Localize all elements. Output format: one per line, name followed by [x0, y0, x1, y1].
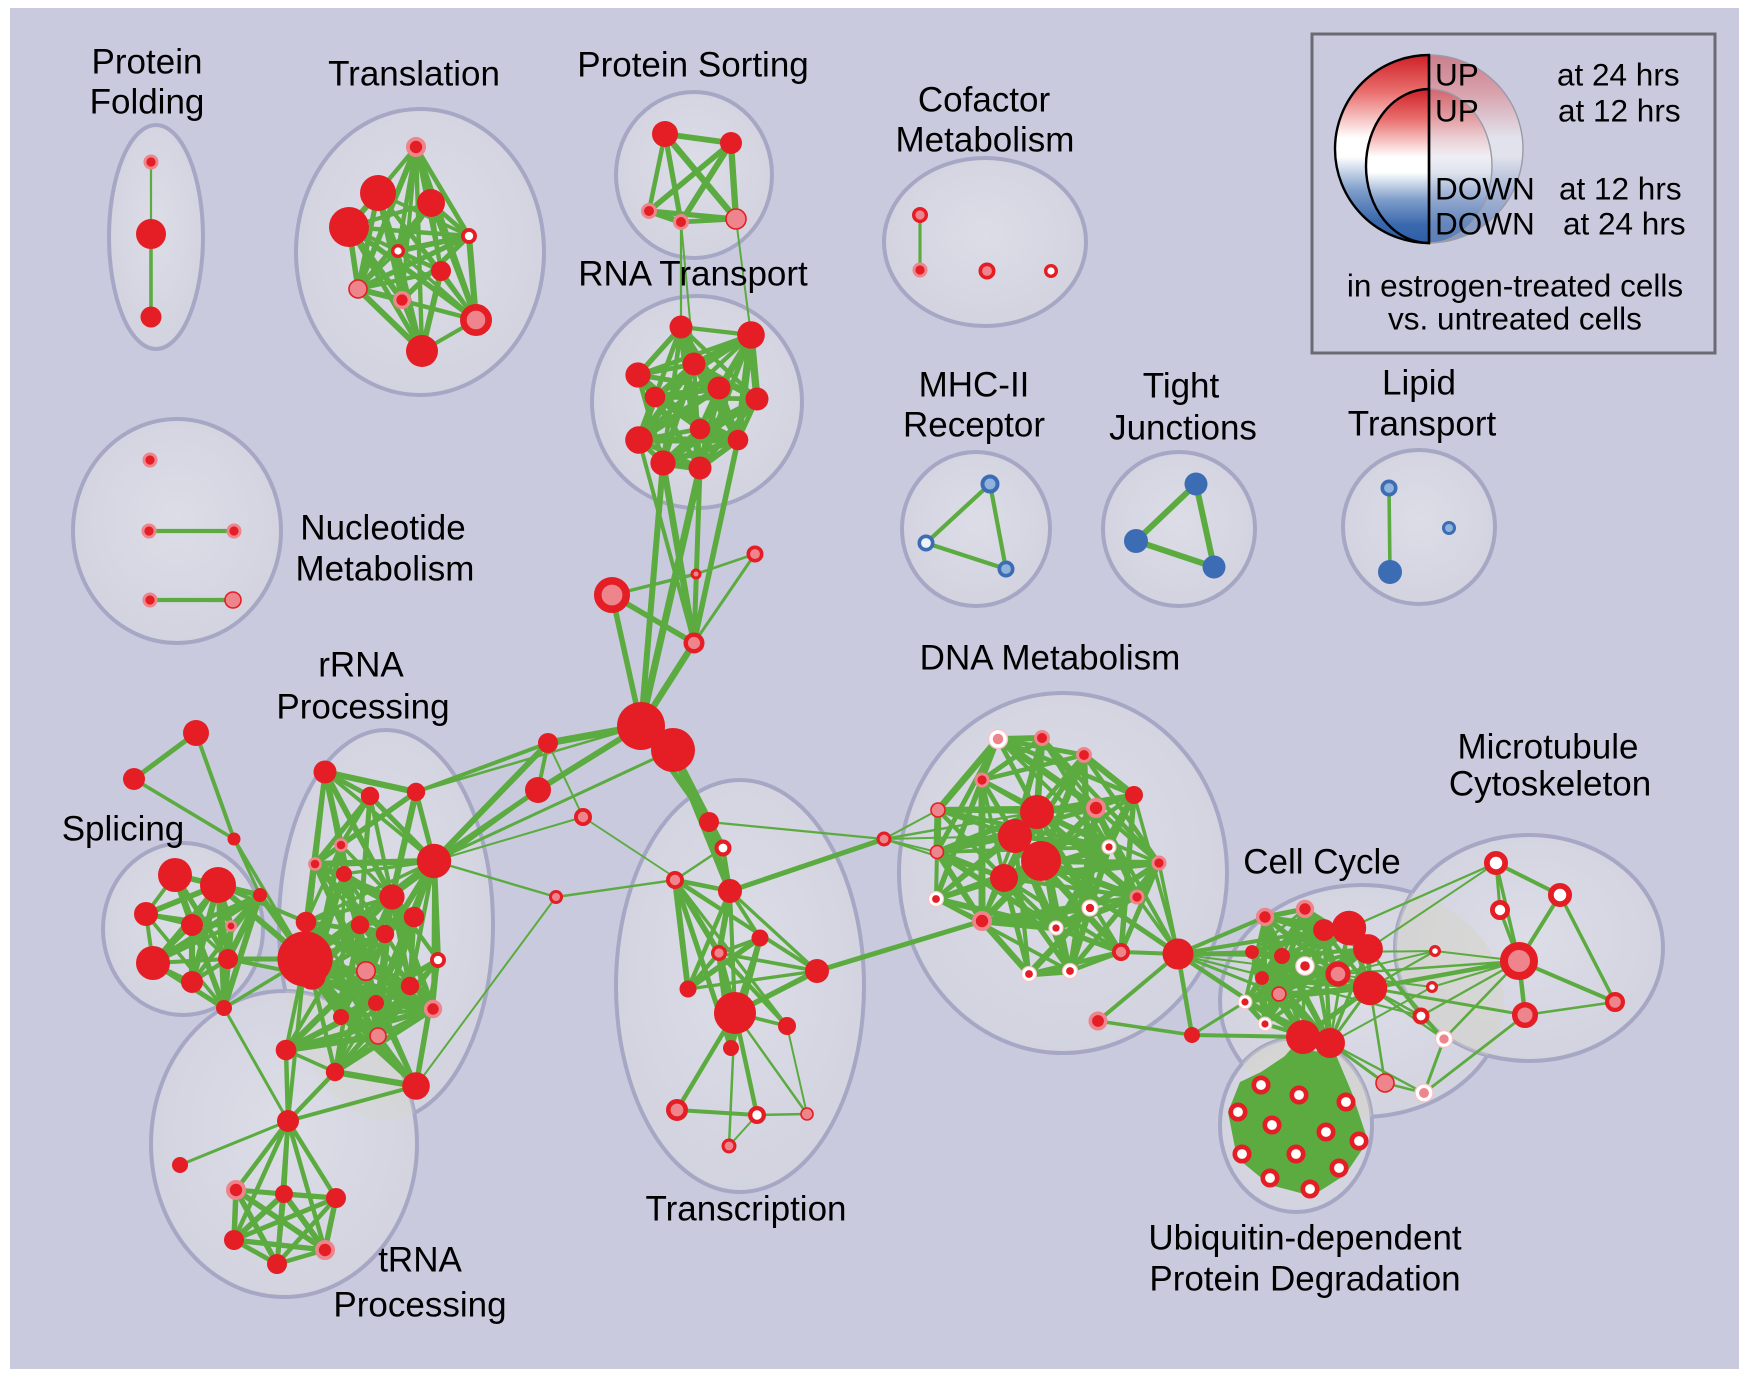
svg-text:Folding: Folding [90, 82, 205, 121]
svg-text:Metabolism: Metabolism [896, 120, 1075, 159]
svg-text:at 12 hrs: at 12 hrs [1559, 170, 1682, 206]
svg-text:RNA Transport: RNA Transport [578, 254, 808, 293]
svg-text:Ubiquitin-dependent: Ubiquitin-dependent [1148, 1218, 1462, 1257]
svg-text:UP: UP [1435, 56, 1479, 92]
svg-text:Splicing: Splicing [62, 809, 185, 848]
svg-text:Lipid: Lipid [1382, 363, 1456, 402]
svg-text:at 12 hrs: at 12 hrs [1558, 92, 1681, 128]
svg-text:Transport: Transport [1348, 404, 1497, 443]
svg-text:DNA Metabolism: DNA Metabolism [920, 638, 1181, 677]
svg-text:Protein Sorting: Protein Sorting [577, 45, 809, 84]
svg-text:Junctions: Junctions [1109, 408, 1257, 447]
svg-text:DOWN: DOWN [1435, 170, 1535, 206]
svg-text:Microtubule: Microtubule [1458, 727, 1639, 766]
svg-text:UP: UP [1435, 92, 1479, 128]
svg-text:Protein Degradation: Protein Degradation [1149, 1259, 1460, 1298]
svg-text:Processing: Processing [333, 1285, 506, 1324]
svg-text:at 24 hrs: at 24 hrs [1563, 205, 1686, 241]
svg-text:DOWN: DOWN [1435, 205, 1535, 241]
svg-text:Processing: Processing [276, 687, 449, 726]
svg-text:Receptor: Receptor [903, 405, 1045, 444]
svg-text:Cytoskeleton: Cytoskeleton [1449, 764, 1651, 803]
svg-text:rRNA: rRNA [318, 645, 404, 684]
svg-text:Tight: Tight [1143, 366, 1220, 405]
svg-text:at 24 hrs: at 24 hrs [1557, 56, 1680, 92]
svg-text:Translation: Translation [328, 54, 500, 93]
svg-text:MHC-II: MHC-II [919, 365, 1030, 404]
svg-text:tRNA: tRNA [378, 1240, 462, 1279]
svg-text:Transcription: Transcription [646, 1189, 847, 1228]
svg-text:Metabolism: Metabolism [296, 549, 475, 588]
svg-text:Cofactor: Cofactor [918, 80, 1051, 119]
svg-text:in estrogen-treated cells: in estrogen-treated cells [1347, 267, 1683, 303]
svg-text:Protein: Protein [92, 42, 203, 81]
svg-text:vs. untreated cells: vs. untreated cells [1388, 300, 1642, 336]
svg-text:Nucleotide: Nucleotide [300, 508, 465, 547]
svg-text:Cell Cycle: Cell Cycle [1243, 842, 1401, 881]
